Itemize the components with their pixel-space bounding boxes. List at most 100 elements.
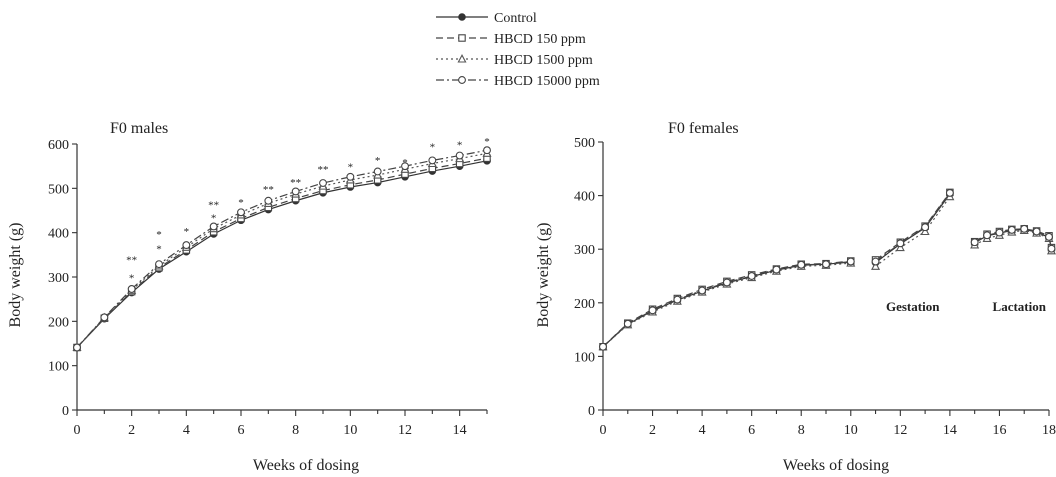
panel-title-males: F0 males (110, 120, 168, 137)
males-point-hbcd15000 (346, 172, 355, 181)
males-point-hbcd15000 (209, 222, 218, 231)
males-line-control (76, 160, 488, 348)
females-point-hbcd15000 (995, 228, 1004, 237)
females-phase-label: Lactation (993, 299, 1047, 314)
females-x-tick-label: 10 (844, 423, 858, 438)
females-point-hbcd15000 (673, 295, 682, 304)
females-y-tick-label: 300 (574, 243, 595, 258)
males-x-tick-label: 6 (238, 423, 245, 438)
males-significance-marker: * (402, 157, 408, 169)
y-axis-title-females: Body weight (g) (535, 223, 552, 328)
males-significance-marker: * (156, 244, 162, 256)
females-point-hbcd15000 (983, 231, 992, 240)
legend-label-hbcd1500: HBCD 1500 ppm (494, 53, 593, 68)
males-point-hbcd15000 (73, 343, 81, 352)
females-x-tick-label: 8 (798, 423, 805, 438)
females-point-hbcd15000 (1007, 225, 1016, 234)
females-x-tick-label: 4 (699, 423, 706, 438)
legend-marker-hbcd1500 (457, 54, 467, 63)
x-axis-title-males: Weeks of dosing (253, 457, 359, 474)
females-point-hbcd15000 (1045, 232, 1053, 241)
females-point-hbcd15000 (648, 306, 657, 315)
females-line-hbcd15000 (602, 260, 851, 348)
x-axis-title-females: Weeks of dosing (783, 457, 889, 474)
females-x-tick-label: 18 (1042, 423, 1056, 438)
females-x-tick-label: 16 (992, 423, 1006, 438)
females-line-hbcd150 (602, 260, 851, 348)
females-line-hbcd1500 (875, 196, 951, 267)
males-significance-marker: ** (318, 164, 329, 176)
males-significance-marker: * (348, 162, 354, 174)
males-point-hbcd15000 (155, 260, 163, 269)
males-significance-marker: * (129, 272, 135, 284)
males-x-tick-label: 14 (453, 423, 467, 438)
males-significance-marker: * (184, 226, 190, 238)
legend-label-hbcd150: HBCD 150 ppm (494, 32, 586, 47)
males-significance-marker: * (211, 213, 217, 225)
males-point-hbcd15000 (127, 285, 136, 293)
legend-label-control: Control (494, 11, 537, 26)
males-significance-marker: * (457, 139, 463, 151)
males-significance-marker: ** (208, 199, 219, 211)
chart-f0-females: 0 100 200 300 400 500 0 2 4 6 8 10 12 14 16 18 Gestation… (574, 136, 1056, 438)
males-x-tick-label: 2 (128, 423, 135, 438)
males-point-hbcd15000 (319, 179, 327, 187)
males-y-tick-label: 300 (48, 271, 69, 286)
females-phase-label: Gestation (886, 299, 940, 314)
females-point-hbcd15000 (599, 342, 607, 351)
males-x-tick-label: 10 (343, 423, 357, 438)
males-significance-marker: ** (263, 184, 274, 196)
females-line-control (602, 261, 851, 348)
males-y-tick-label: 200 (48, 315, 69, 330)
females-point-hbcd15000 (822, 260, 830, 269)
females-x-tick-label: 2 (649, 423, 656, 438)
females-point-hbcd15000 (1020, 224, 1029, 233)
panel-title-females: F0 females (668, 120, 739, 137)
males-point-hbcd15000 (401, 162, 409, 171)
legend-label-hbcd15000: HBCD 15000 ppm (494, 74, 600, 89)
males-point-hbcd15000 (264, 196, 273, 205)
females-point-hbcd15000 (846, 257, 855, 266)
females-line-hbcd15000 (875, 192, 951, 263)
males-y-tick-label: 500 (48, 182, 69, 197)
males-significance-marker: * (375, 155, 381, 167)
females-y-tick-label: 200 (574, 297, 595, 312)
females-point-hbcd15000 (921, 223, 930, 232)
males-significance-marker: * (156, 229, 162, 241)
males-significance-marker: * (430, 142, 436, 154)
males-point-hbcd15000 (455, 151, 464, 160)
females-line-hbcd150 (875, 192, 951, 261)
females-point-hbcd15000 (623, 319, 632, 328)
legend-marker-hbcd15000 (458, 76, 466, 84)
males-y-tick-label: 600 (48, 138, 69, 153)
legend: Control HBCD 150 ppm HBCD 1500 ppm HBCD 150… (436, 11, 600, 89)
females-point-hbcd15000 (896, 239, 905, 248)
males-point-hbcd15000 (100, 313, 109, 322)
females-y-tick-label: 100 (574, 350, 595, 365)
males-point-hbcd15000 (428, 156, 437, 165)
females-x-tick-label: 6 (748, 423, 755, 438)
males-x-tick-label: 0 (74, 423, 81, 438)
females-y-tick-label: 400 (574, 190, 595, 205)
males-x-tick-label: 8 (292, 423, 299, 438)
females-line-hbcd1500 (602, 262, 851, 348)
males-y-tick-label: 400 (48, 227, 69, 242)
males-point-hbcd15000 (237, 208, 245, 217)
females-point-hbcd15000 (722, 278, 731, 287)
y-axis-title-males: Body weight (g) (7, 223, 24, 328)
females-x-tick-label: 0 (600, 423, 607, 438)
legend-marker-control (458, 13, 466, 21)
females-point-hbcd15000 (797, 260, 806, 269)
females-point-hbcd15000 (772, 265, 781, 274)
females-point-hbcd15000 (1047, 244, 1056, 253)
males-x-tick-label: 12 (398, 423, 412, 438)
males-y-tick-label: 0 (62, 404, 69, 419)
females-point-hbcd15000 (945, 188, 954, 197)
males-significance-marker: ** (290, 177, 301, 189)
males-point-hbcd15000 (373, 167, 382, 176)
males-significance-marker: ** (126, 255, 137, 267)
males-y-tick-label: 100 (48, 360, 69, 375)
males-point-hbcd15000 (291, 187, 300, 196)
